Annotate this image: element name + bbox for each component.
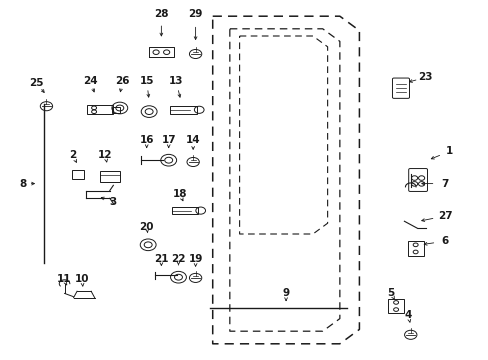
Bar (87, 105, 113, 114)
Bar (171, 207, 198, 215)
Text: 17: 17 (161, 135, 176, 145)
Text: 20: 20 (139, 222, 154, 232)
Text: 27: 27 (437, 211, 451, 221)
Text: 7: 7 (440, 179, 448, 189)
Bar (100, 171, 120, 182)
Text: 12: 12 (98, 150, 112, 160)
Text: 2: 2 (69, 150, 76, 160)
Text: 23: 23 (417, 72, 432, 82)
Text: 6: 6 (441, 236, 447, 246)
Text: 4: 4 (404, 310, 411, 320)
Bar (170, 106, 196, 114)
Text: 18: 18 (172, 189, 187, 199)
Text: 28: 28 (154, 9, 168, 19)
Text: 19: 19 (188, 254, 203, 264)
Text: 22: 22 (171, 254, 185, 264)
Text: 16: 16 (139, 135, 154, 145)
Text: 10: 10 (75, 274, 89, 284)
Bar (72, 170, 84, 179)
Text: 5: 5 (387, 288, 394, 298)
Text: 25: 25 (29, 78, 44, 88)
Text: 3: 3 (109, 197, 116, 207)
Text: 13: 13 (168, 76, 183, 86)
Text: 14: 14 (185, 135, 200, 145)
Bar (111, 107, 120, 113)
Text: 8: 8 (20, 179, 27, 189)
Text: 24: 24 (83, 76, 98, 86)
Text: 26: 26 (115, 76, 129, 86)
Text: 15: 15 (139, 76, 154, 86)
Bar (407, 241, 423, 256)
Text: 29: 29 (188, 9, 203, 19)
Text: 1: 1 (446, 146, 452, 156)
Bar (387, 299, 403, 313)
Text: 9: 9 (282, 288, 289, 298)
Text: 21: 21 (154, 254, 168, 264)
Text: 11: 11 (56, 274, 71, 284)
